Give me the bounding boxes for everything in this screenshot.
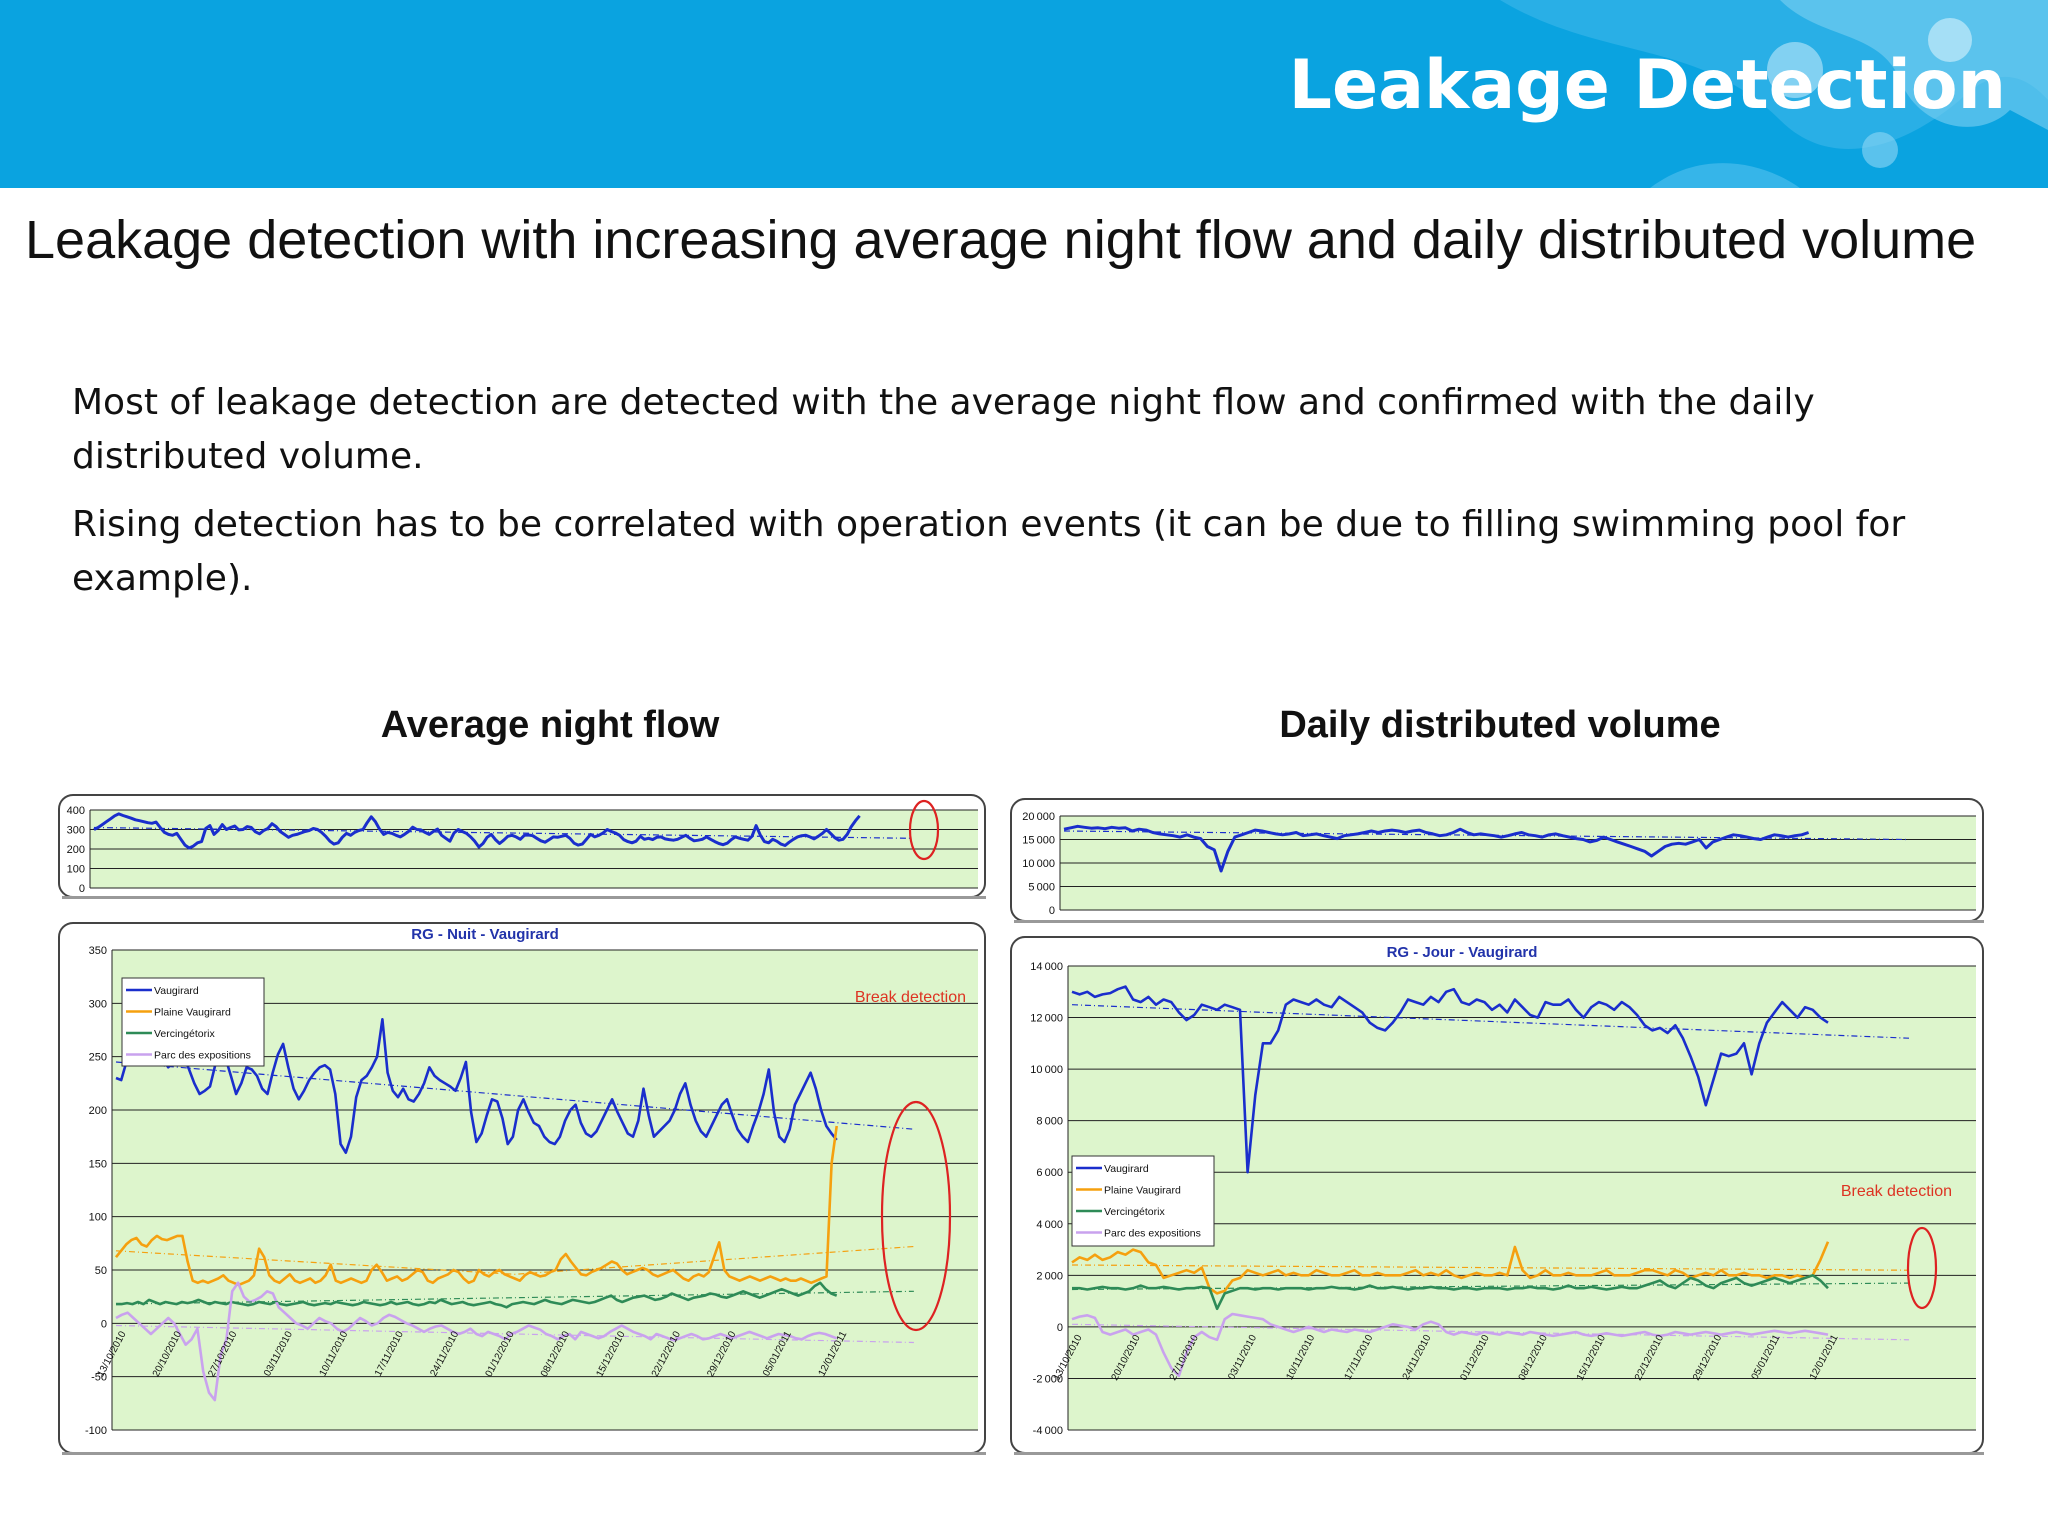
series-line-vaugirard [115,1002,838,1154]
chart-frame-shadow [1014,1452,1984,1455]
break-detection-label: Break detection [1841,1183,1952,1200]
y-tick-label: 0 [1049,905,1055,917]
y-tick-label: -4 000 [1033,1425,1063,1437]
header-banner: Leakage Detection [0,0,2048,188]
legend-entry: Parc des expositions [1104,1228,1201,1240]
series-line-parc-des-expositions [1071,1312,1829,1378]
y-tick-label: 300 [89,998,107,1010]
y-tick-label: 4 000 [1036,1219,1063,1231]
break-circle [908,799,940,861]
right-column-title: Daily distributed volume [1279,704,1721,746]
slide-subtitle: Leakage detection with increasing averag… [25,210,1977,270]
y-tick-label: -50 [91,1372,107,1384]
trend-line [1071,1264,1910,1271]
y-tick-label: 300 [67,825,85,837]
legend-entry: Parc des expositions [154,1050,251,1062]
y-tick-label: 150 [89,1158,107,1170]
break-circle [880,1100,952,1332]
trend-line [115,1290,914,1305]
left-column-title: Average night flow [380,704,720,746]
y-tick-label: 100 [67,864,85,876]
legend-entry: Plaine Vaugirard [1104,1185,1181,1197]
y-tick-label: 0 [1057,1322,1063,1334]
y-tick-label: 200 [67,844,85,856]
trend-line [1063,830,1909,841]
y-tick-label: -2 000 [1033,1373,1063,1385]
legend-entry: Vaugirard [154,985,199,997]
banner-title: Leakage Detection [1288,46,2006,125]
series-line-vercing-torix [1072,1273,1829,1311]
y-tick-label: 5 000 [1028,882,1055,894]
paragraph-night-flow: Most of leakage detection are detected w… [72,382,1815,477]
legend-box [121,977,265,1067]
trend-line [1071,1323,1910,1341]
legend-entry: Vercingétorix [1104,1206,1165,1218]
plot-area [1068,966,1976,1430]
y-tick-label: 50 [95,1265,107,1277]
y-tick-label: 6 000 [1036,1167,1063,1179]
y-tick-label: 0 [101,1318,107,1330]
y-tick-label: 8 000 [1036,1116,1063,1128]
trend-line [1071,1004,1910,1039]
break-detection-label: Break detection [855,989,966,1006]
trend-line [115,1245,914,1275]
y-tick-label: 14 000 [1030,961,1063,973]
legend-box [1071,1155,1215,1247]
series-line-summary [1063,824,1810,873]
night-summary-chart: 0 100 200 300 400 [56,792,990,902]
y-tick-label: 10 000 [1030,1064,1063,1076]
y-tick-label: 100 [89,1212,107,1224]
chart-frame-shadow [62,896,986,899]
y-tick-label: 200 [89,1105,107,1117]
legend-entry: Plaine Vaugirard [154,1007,231,1019]
series-line-parc-des-expositions [115,1281,838,1402]
y-tick-label: -100 [85,1425,107,1437]
y-tick-label: 2 000 [1036,1270,1063,1282]
night-detail-chart: -100 -50 0 50 100 150 200 250 300 350 RG - Nuit - … [56,920,990,1458]
trend-line [1071,1282,1910,1291]
y-tick-label: 15 000 [1022,835,1055,847]
series-line-plaine-vaugirard [1071,1241,1830,1295]
chart-title: RG - Jour - Vaugirard [1387,944,1538,961]
chart-frame-shadow [1014,920,1984,923]
trend-line [115,1061,914,1130]
y-tick-label: 20 000 [1022,811,1055,823]
y-tick-label: 350 [89,945,107,957]
wave-decoration [1500,0,2048,188]
paragraph-rising-detection: Rising detection has to be correlated wi… [72,504,1906,599]
volume-summary-chart: 0 5 000 10 000 15 000 20 000 [1008,796,1988,926]
volume-detail-chart: -4 000 -2 000 0 2 000 4 000 6 000 8 000 10 000 1… [1008,934,1988,1458]
legend-entry: Vaugirard [1104,1163,1149,1175]
series-line-summary [93,812,861,850]
y-tick-label: 10 000 [1022,858,1055,870]
y-tick-label: 250 [89,1052,107,1064]
y-tick-label: 12 000 [1030,1013,1063,1025]
break-circle [1906,1226,1938,1310]
y-tick-label: 400 [67,805,85,817]
chart-frame-shadow [62,1452,986,1455]
legend-entry: Vercingétorix [154,1028,215,1040]
y-tick-label: 0 [79,883,85,895]
trend-line [115,1324,914,1344]
chart-title: RG - Nuit - Vaugirard [411,926,559,943]
